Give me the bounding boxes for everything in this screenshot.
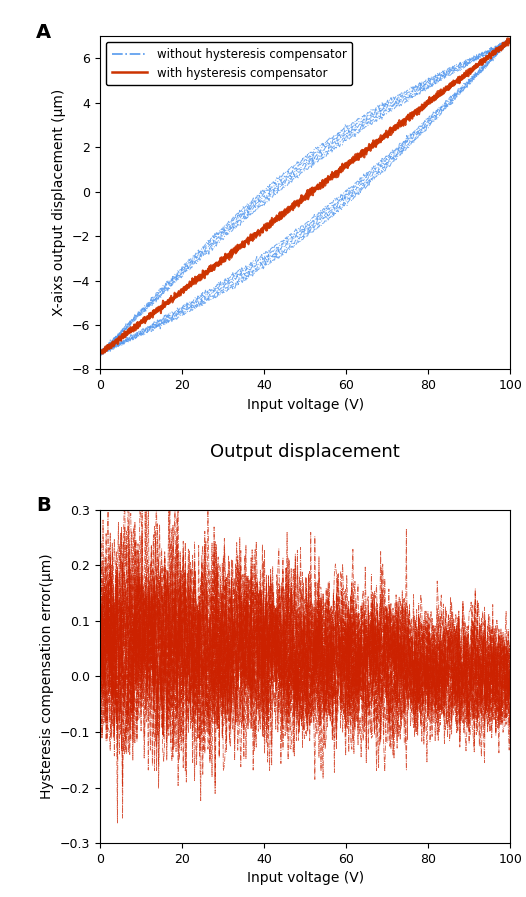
Text: B: B: [36, 496, 51, 515]
Text: Output displacement: Output displacement: [210, 443, 400, 461]
Legend: without hysteresis compensator, with hysteresis compensator: without hysteresis compensator, with hys…: [106, 42, 352, 85]
Text: A: A: [36, 22, 52, 41]
X-axis label: Input voltage (V): Input voltage (V): [247, 397, 363, 412]
X-axis label: Input voltage (V): Input voltage (V): [247, 872, 363, 885]
Y-axis label: X-aixs output displacement (μm): X-aixs output displacement (μm): [52, 89, 66, 317]
Y-axis label: Hysteresis compensation error(μm): Hysteresis compensation error(μm): [41, 553, 54, 799]
